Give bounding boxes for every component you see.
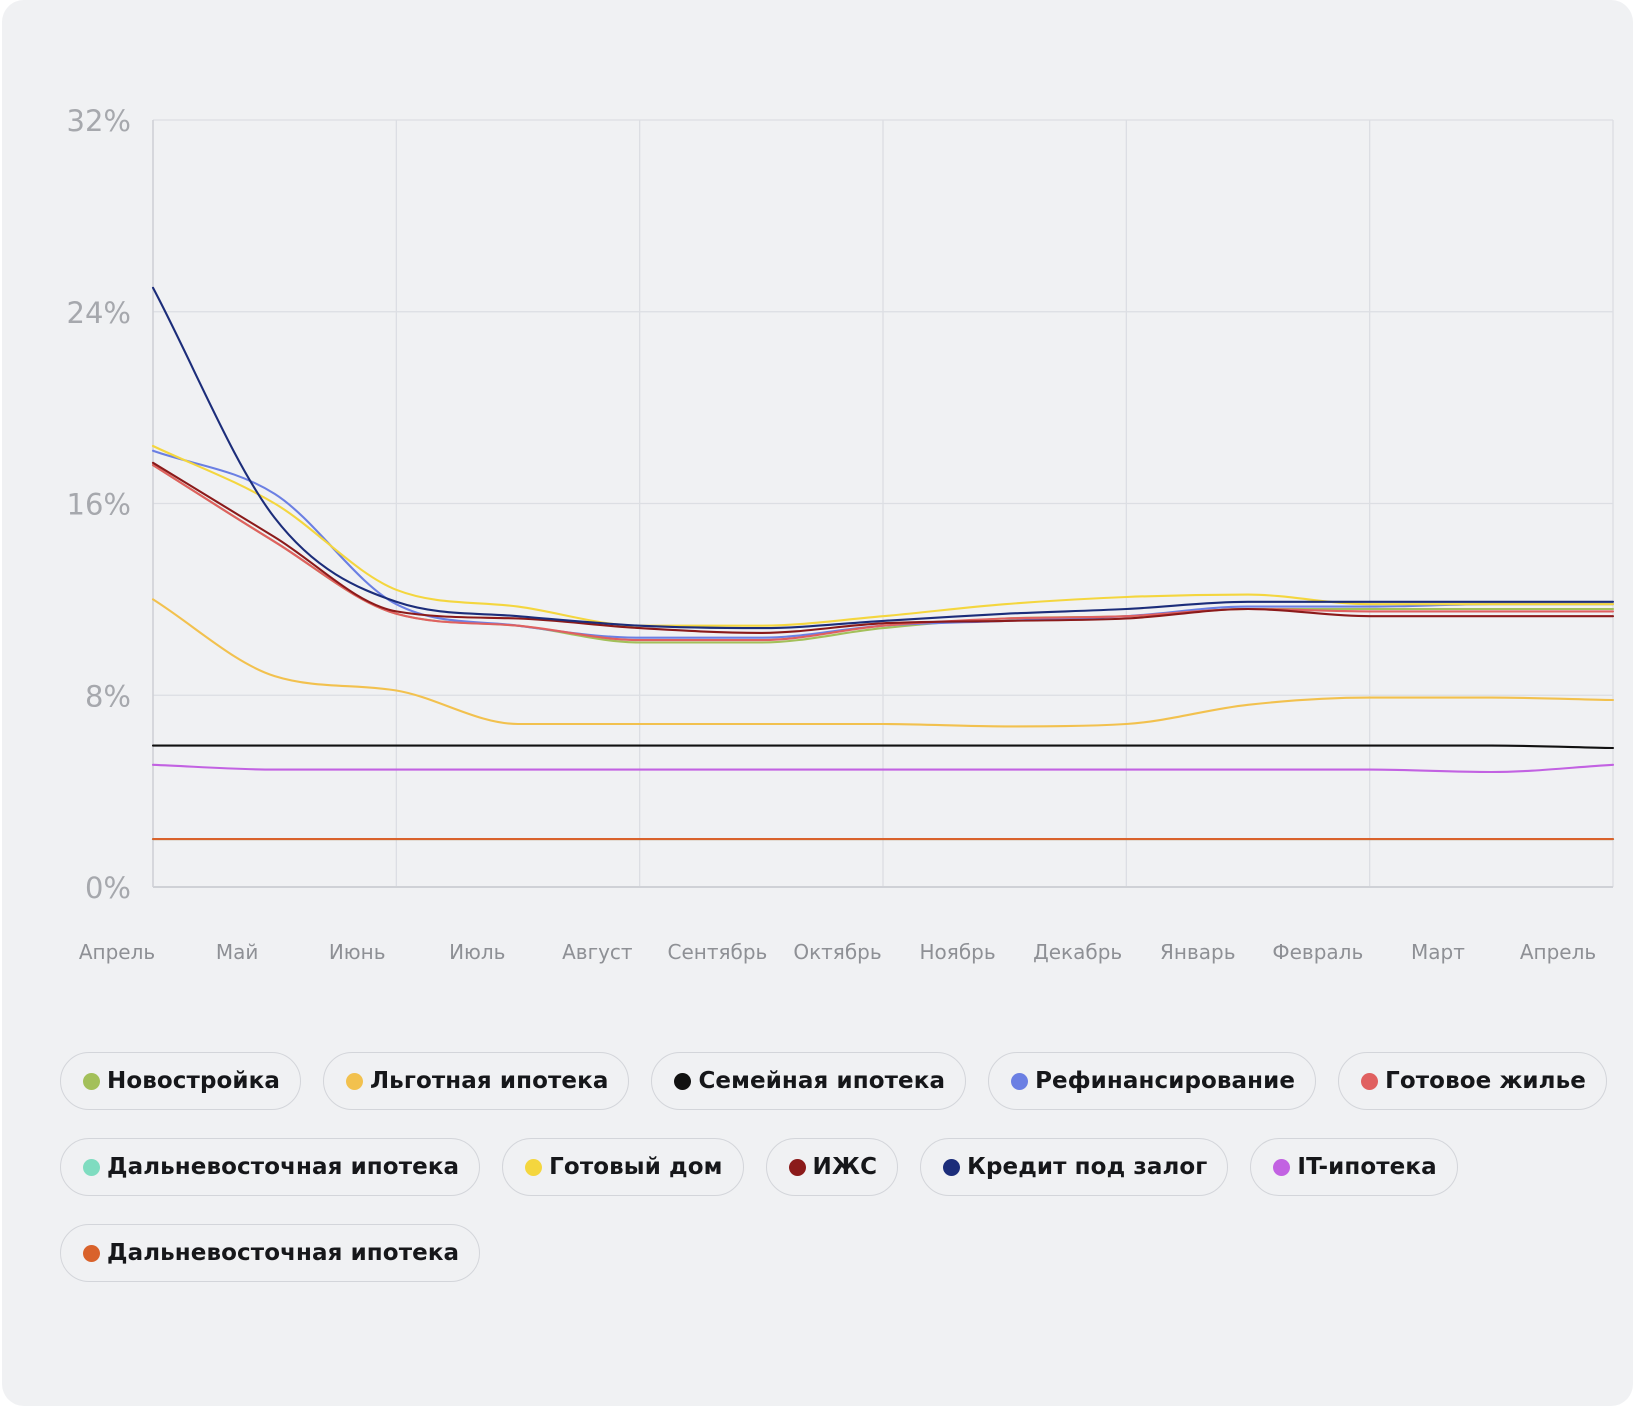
legend-label: Рефинансирование	[1035, 1068, 1296, 1094]
legend-row: Дальневосточная ипотека	[60, 1224, 1560, 1282]
y-tick-label: 16%	[67, 488, 131, 522]
y-tick-label: 24%	[67, 296, 131, 330]
legend-label: Льготная ипотека	[369, 1068, 609, 1094]
series-line-8	[151, 286, 1615, 630]
legend-row: Дальневосточная ипотека Готовый дом ИЖС Кре…	[60, 1138, 1560, 1196]
legend-dot-icon	[345, 1072, 363, 1090]
x-tick-label: Январь	[1160, 940, 1236, 964]
x-tick-label: Март	[1411, 940, 1465, 964]
legend-dot-icon	[1361, 1072, 1379, 1090]
series-line-6	[151, 444, 1615, 627]
x-tick-label: Май	[216, 940, 259, 964]
legend-dot-icon	[83, 1244, 100, 1262]
legend-item[interactable]: Дальневосточная ипотека	[60, 1224, 481, 1282]
legend-item[interactable]: Новостройка	[60, 1052, 301, 1110]
legend-label: Новостройка	[107, 1068, 280, 1094]
series-line-9	[151, 763, 1615, 774]
legend-row: Новостройка Льготная ипотека Семейная ипот…	[60, 1052, 1607, 1110]
x-tick-label: Октябрь	[793, 940, 881, 964]
y-tick-label: 8%	[85, 679, 131, 713]
x-tick-label: Декабрь	[1033, 940, 1122, 964]
legend-dot-icon	[525, 1158, 543, 1176]
x-tick-label: Апрель	[1520, 940, 1596, 964]
legend-dot-icon	[943, 1158, 961, 1176]
legend-item[interactable]: IT-ипотека	[1250, 1138, 1458, 1196]
legend-label: Готовое жилье	[1385, 1068, 1586, 1094]
legend-item[interactable]: ИЖС	[765, 1138, 899, 1196]
series-line-7	[151, 461, 1615, 634]
x-tick-label: Август	[562, 940, 633, 964]
legend-dot-icon	[1011, 1072, 1029, 1090]
legend-item[interactable]: Рефинансирование	[988, 1052, 1317, 1110]
x-tick-label: Сентябрь	[667, 940, 767, 964]
series-line-4	[151, 464, 1615, 642]
legend-dot-icon	[83, 1158, 100, 1176]
legend-item[interactable]: Готовое жилье	[1338, 1052, 1607, 1110]
legend-item[interactable]: Готовый дом	[502, 1138, 744, 1196]
legend-item[interactable]: Льготная ипотека	[322, 1052, 630, 1110]
legend-item[interactable]: Кредит под залог	[920, 1138, 1229, 1196]
legend-dot-icon	[788, 1158, 806, 1176]
legend-label: Дальневосточная ипотека	[107, 1154, 460, 1180]
legend: Новостройка Льготная ипотека Семейная ипот…	[60, 1052, 1607, 1310]
x-tick-label: Июль	[449, 940, 505, 964]
x-tick-label: Апрель	[79, 940, 155, 964]
legend-label: IT-ипотека	[1297, 1154, 1437, 1180]
legend-label: Семейная ипотека	[698, 1068, 946, 1094]
y-tick-label: 0%	[85, 871, 131, 905]
x-tick-label: Февраль	[1272, 940, 1363, 964]
legend-item[interactable]: Семейная ипотека	[651, 1052, 967, 1110]
legend-label: ИЖС	[812, 1154, 878, 1180]
series-line-1	[151, 598, 1615, 728]
x-tick-label: Ноябрь	[920, 940, 996, 964]
legend-label: Готовый дом	[549, 1154, 723, 1180]
y-tick-label: 32%	[67, 104, 131, 138]
legend-dot-icon	[83, 1072, 100, 1090]
line-chart: 0% 8% 16% 24% 32% Апрель Май Июнь Июль Август Сент…	[67, 104, 1615, 964]
legend-dot-icon	[1273, 1158, 1291, 1176]
legend-item[interactable]: Дальневосточная ипотека	[60, 1138, 481, 1196]
legend-label: Кредит под залог	[967, 1154, 1208, 1180]
x-tick-label: Июнь	[329, 940, 386, 964]
legend-dot-icon	[674, 1072, 692, 1090]
legend-label: Дальневосточная ипотека	[107, 1240, 460, 1266]
series-line-2	[151, 744, 1615, 750]
